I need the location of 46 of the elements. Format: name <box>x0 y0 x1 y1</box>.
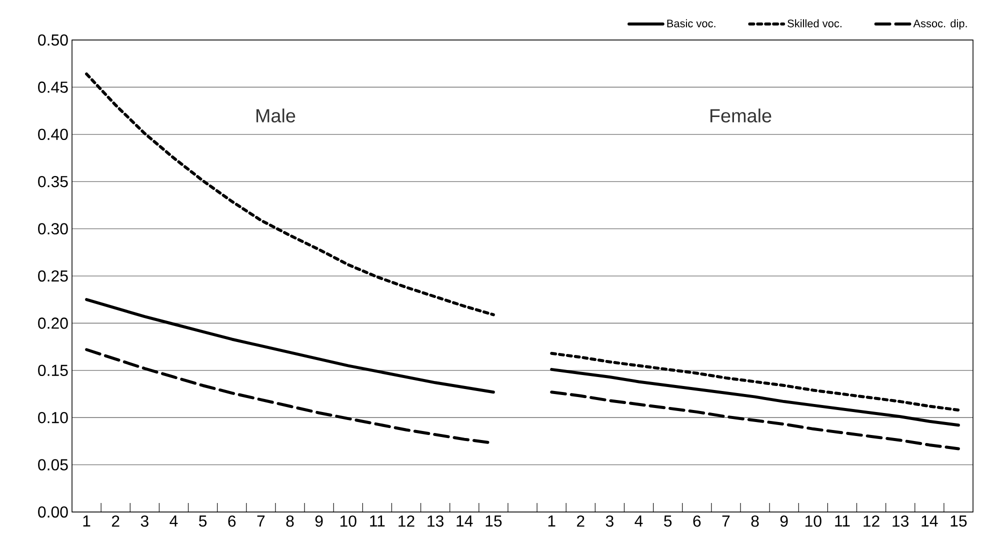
x-tick-label: 5 <box>199 516 207 527</box>
y-tick-label: 0.35 <box>38 176 68 188</box>
x-tick-label: 12 <box>864 516 880 527</box>
x-tick-label: 8 <box>751 516 759 527</box>
y-tick-label: 0.00 <box>38 506 68 518</box>
x-tick-label: 3 <box>606 516 614 527</box>
annotation: Male <box>256 108 296 122</box>
y-tick-label: 0.40 <box>38 128 68 140</box>
y-tick-label: 0.50 <box>38 34 68 46</box>
x-tick-label: 10 <box>340 516 356 527</box>
x-tick-label: 5 <box>664 516 672 527</box>
y-tick-label: 0.20 <box>38 318 68 329</box>
x-tick-label: 6 <box>228 516 236 527</box>
y-tick-label: 0.30 <box>38 223 68 234</box>
x-tick-label: 14 <box>922 516 938 526</box>
x-tick-label: 12 <box>398 516 414 527</box>
x-tick-label: 4 <box>634 516 643 526</box>
x-tick-label: 15 <box>950 516 967 527</box>
x-tick-label: 3 <box>140 516 148 527</box>
x-tick-label: 2 <box>112 516 120 527</box>
x-tick-label: 15 <box>486 516 502 527</box>
y-tick-label: 0.25 <box>38 270 68 282</box>
x-tick-label: 9 <box>780 516 788 527</box>
x-tick-label: 9 <box>315 516 323 527</box>
y-tick-label: 0.05 <box>38 459 68 470</box>
x-tick-label: 10 <box>806 516 822 527</box>
legend-label: Basic voc. <box>667 19 716 28</box>
x-tick-label: 1 <box>83 516 90 526</box>
x-tick-label: 13 <box>892 516 909 527</box>
x-tick-label: 2 <box>577 516 584 527</box>
x-tick-label: 7 <box>257 516 265 526</box>
x-tick-label: 8 <box>286 516 294 527</box>
x-tick-label: 13 <box>428 516 444 527</box>
legend-label: Skilled voc. <box>788 19 842 28</box>
y-tick-label: 0.10 <box>38 412 68 424</box>
y-tick-label: 0.15 <box>38 364 68 376</box>
x-tick-label: 11 <box>835 516 850 526</box>
x-tick-label: 6 <box>693 516 701 527</box>
legend-label: Assoc. dip. <box>913 19 967 30</box>
y-tick-label: 0.45 <box>38 82 68 93</box>
x-tick-label: 14 <box>456 516 473 526</box>
x-tick-label: 1 <box>548 516 556 526</box>
annotation: Female <box>710 108 772 122</box>
x-tick-label: 4 <box>170 516 178 526</box>
x-tick-label: 11 <box>370 516 385 526</box>
x-tick-label: 7 <box>722 516 730 526</box>
